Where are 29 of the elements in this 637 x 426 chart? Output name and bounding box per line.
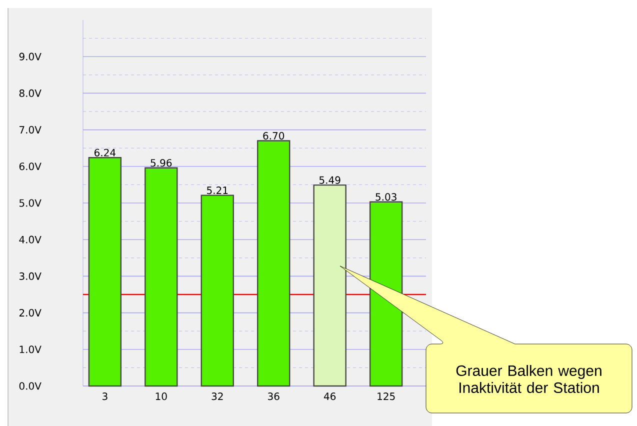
y-tick-label: 6.0V — [19, 162, 42, 170]
data-label: 5.21 — [207, 186, 228, 194]
y-tick-label: 4.0V — [19, 236, 42, 244]
bar — [257, 140, 290, 387]
data-label: 5.03 — [376, 193, 396, 201]
text: Grauer Balken wegen Inaktivität der Station — [456, 364, 602, 393]
x-tick-label: 10 — [156, 392, 167, 400]
y-tick-label: 7.0V — [20, 126, 42, 134]
x-tick-label: 32 — [212, 392, 223, 400]
y-tick-label: 8.0V — [19, 89, 42, 97]
y-tick-label: 1.0V — [20, 346, 42, 354]
x-tick-label: 125 — [378, 392, 395, 400]
y-tick-label: 9.0V — [19, 52, 42, 60]
data-label: 5.96 — [150, 159, 172, 167]
y-tick-label: 2.0V — [19, 309, 42, 317]
data-label: 5.49 — [319, 176, 340, 184]
data-label: 6.24 — [94, 148, 116, 156]
bar — [144, 167, 178, 387]
bar — [313, 184, 346, 387]
y-tick-label: 3.0V — [19, 272, 42, 280]
bar — [200, 194, 234, 387]
bar — [369, 201, 403, 387]
x-tick-label: 46 — [324, 392, 336, 400]
x-tick-label: 36 — [268, 392, 280, 400]
y-tick-label: 5.0V — [19, 199, 42, 207]
x-tick-label: 3 — [102, 392, 108, 400]
y-tick-label: 0.0V — [19, 382, 42, 390]
data-label: 6.70 — [263, 132, 284, 140]
bar — [88, 157, 122, 387]
